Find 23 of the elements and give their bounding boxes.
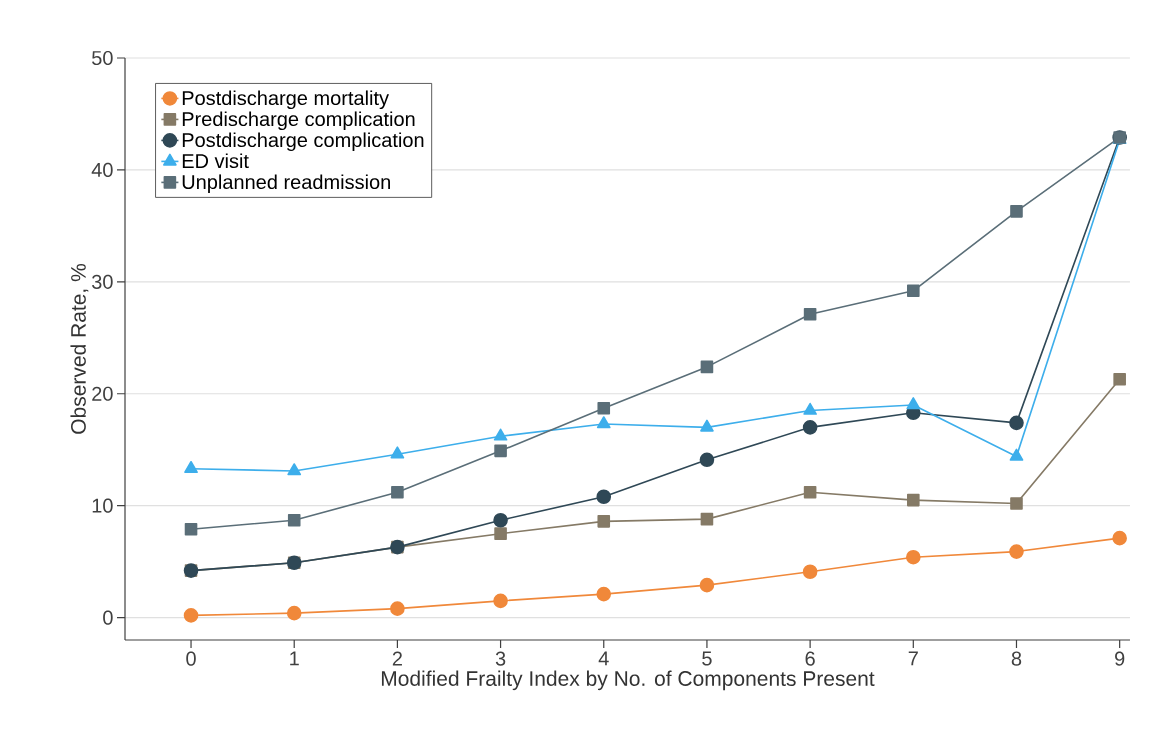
x-tick-label: 9 <box>1115 651 1125 666</box>
x-tick-label: 2 <box>392 651 402 666</box>
x-axis-title: Modified Frailty Index by No. of Components Present <box>381 670 875 691</box>
x-tick-label: 4 <box>598 651 609 666</box>
y-tick-label: 10 <box>92 498 113 513</box>
y-axis-title: Observed Rate, % <box>70 263 89 434</box>
x-tick-label: 6 <box>805 651 815 666</box>
y-tick-label: 50 <box>92 50 113 66</box>
y-tick-label: 20 <box>92 386 113 401</box>
x-tick-label: 7 <box>908 651 918 666</box>
x-tick-label: 5 <box>702 651 712 666</box>
x-tick-label: 3 <box>495 651 506 666</box>
legend-label: ED visit <box>182 153 249 169</box>
x-tick-label: 8 <box>1011 651 1022 666</box>
legend-label: Postdischarge mortality <box>182 90 389 110</box>
x-tick-label: 0 <box>186 651 196 666</box>
x-tick-label: 1 <box>290 651 299 666</box>
y-tick-label: 30 <box>91 274 113 289</box>
y-tick-label: 0 <box>103 610 113 625</box>
legend-label: Postdischarge complication <box>182 132 424 152</box>
legend-label: Predischarge complication <box>182 111 415 131</box>
legend-label: Unplanned readmission <box>182 174 390 194</box>
y-tick-label: 40 <box>91 162 113 177</box>
